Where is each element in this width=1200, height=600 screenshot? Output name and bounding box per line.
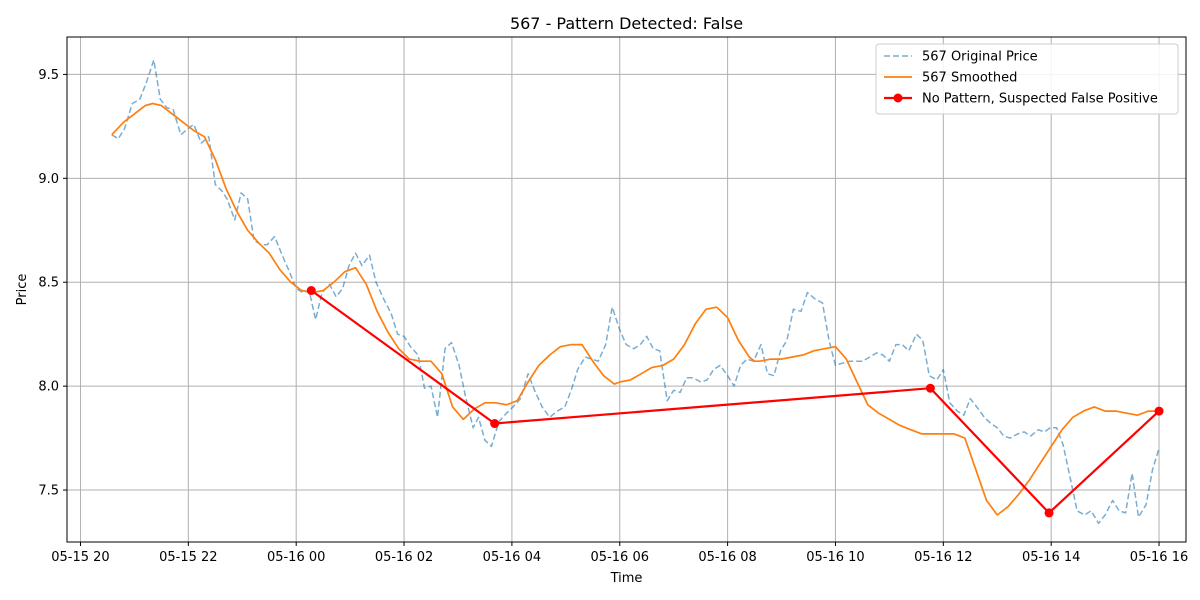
pattern-point: [1154, 406, 1164, 416]
x-tick-label: 05-16 00: [267, 550, 325, 565]
series-layer: [111, 59, 1164, 525]
smoothed-line: [111, 102, 1159, 516]
pattern-point: [490, 419, 500, 429]
pattern-point: [925, 383, 935, 393]
x-tick-label: 05-15 20: [51, 550, 109, 565]
chart-title: 567 - Pattern Detected: False: [510, 14, 743, 33]
grid: [67, 37, 1186, 542]
x-tick-label: 05-16 04: [483, 550, 541, 565]
x-tick-label: 05-16 06: [591, 550, 649, 565]
x-tick-label: 05-16 16: [1130, 550, 1188, 565]
legend-marker: [893, 93, 903, 103]
y-tick-label: 8.5: [38, 276, 59, 291]
legend-label: 567 Original Price: [922, 50, 1038, 65]
ticks: 05-15 20 05-15 22 05-16 00 05-16 02 05-16 04…: [38, 68, 1188, 565]
legend-label: 567 Smoothed: [922, 71, 1017, 86]
x-tick-label: 05-16 08: [698, 550, 756, 565]
plot-frame: [66, 36, 1187, 543]
x-tick-label: 05-16 14: [1022, 550, 1080, 565]
legend: 567 Original Price 567 Smoothed No Pattern…: [875, 43, 1179, 115]
legend-box: [875, 43, 1179, 115]
y-tick-label: 7.5: [38, 484, 59, 499]
y-tick-label: 8.0: [38, 380, 59, 395]
x-axis-label: Time: [610, 571, 643, 586]
x-tick-label: 05-15 22: [159, 550, 217, 565]
legend-label: No Pattern, Suspected False Positive: [922, 92, 1158, 107]
x-tick-label: 05-16 10: [806, 550, 864, 565]
y-tick-label: 9.5: [38, 68, 59, 83]
x-tick-label: 05-16 12: [914, 550, 972, 565]
original-price-line: [111, 59, 1160, 525]
y-tick-label: 9.0: [38, 172, 59, 187]
pattern-point: [306, 286, 316, 296]
x-tick-label: 05-16 02: [375, 550, 433, 565]
y-axis-label: Price: [15, 274, 30, 306]
pattern-point: [1044, 508, 1054, 518]
